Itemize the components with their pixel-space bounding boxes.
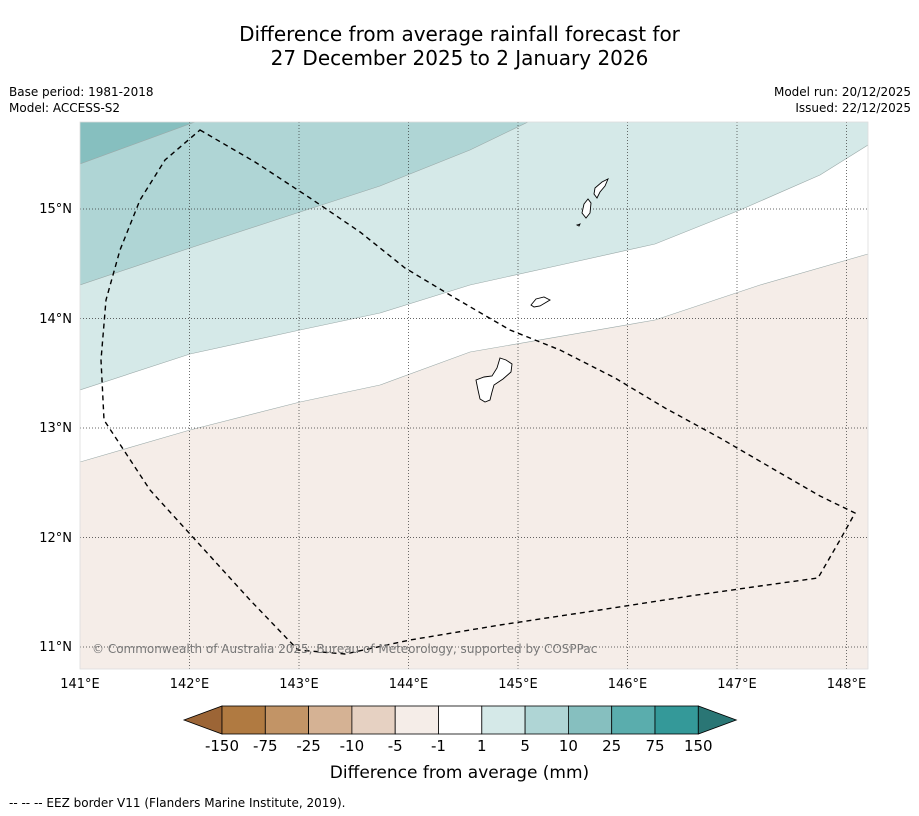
colorbar-tick-11: 150 [684, 737, 713, 755]
colorbar-swatches [182, 705, 738, 735]
meta-left: Base period: 1981-2018 Model: ACCESS-S2 [9, 84, 154, 116]
tinian-island [581, 198, 592, 219]
colorbar-swatch-7 [481, 705, 526, 735]
colorbar-tick-0: -150 [205, 737, 239, 755]
lat-label-15: 15°N [39, 202, 72, 217]
lon-tick-labels: 141°E 142°E 143°E 144°E 145°E 146°E 147°… [60, 677, 866, 692]
colorbar-tick-10: 75 [645, 737, 664, 755]
colorbar-swatch-3 [308, 705, 353, 735]
lon-label-144: 144°E [389, 677, 429, 692]
lon-label-143: 143°E [279, 677, 319, 692]
lon-label-147: 147°E [717, 677, 757, 692]
copyright-text: © Commonwealth of Australia 2025, Bureau… [92, 642, 597, 656]
lon-label-148: 148°E [827, 677, 867, 692]
colorbar-swatch-1 [221, 705, 266, 735]
map-fill-layer [80, 122, 868, 669]
map-frame [79, 121, 869, 670]
colorbar-tick-8: 10 [559, 737, 578, 755]
rainfall-map: © Commonwealth of Australia 2025, Bureau… [39, 121, 869, 692]
colorbar-swatch-8 [524, 705, 569, 735]
eez-footnote: -- -- -- EEZ border V11 (Flanders Marine… [9, 796, 346, 810]
colorbar-tick-4: -5 [388, 737, 403, 755]
lon-label-141: 141°E [60, 677, 100, 692]
colorbar-swatch-4 [351, 705, 396, 735]
lat-label-14: 14°N [39, 312, 72, 327]
colorbar: -150 -75 -25 -10 -5 -1 1 5 10 25 75 150 Difference … [182, 705, 738, 783]
model-run-text: Model run: 20/12/2025 [773, 85, 911, 99]
colorbar-extend-high [697, 705, 738, 735]
colorbar-tick-2: -25 [296, 737, 321, 755]
colorbar-label: Difference from average (mm) [330, 763, 589, 783]
colorbar-tick-labels: -150 -75 -25 -10 -5 -1 1 5 10 25 75 150 [205, 737, 713, 755]
colorbar-tick-1: -75 [253, 737, 278, 755]
model-text: Model: ACCESS-S2 [9, 101, 121, 115]
graticule [80, 122, 868, 669]
colorbar-swatch-5 [394, 705, 439, 735]
lat-label-11: 11°N [39, 640, 72, 655]
aguijan-island [575, 223, 581, 227]
colorbar-tick-7: 5 [520, 737, 530, 755]
lon-label-145: 145°E [498, 677, 538, 692]
meta-right: Model run: 20/12/2025 Issued: 22/12/2025 [774, 84, 911, 116]
colorbar-tick-9: 25 [602, 737, 621, 755]
colorbar-swatch-11 [654, 705, 699, 735]
title-line-1: Difference from average rainfall forecas… [239, 22, 680, 46]
lat-tick-labels: 15°N 14°N 13°N 12°N 11°N [39, 202, 72, 655]
eez-border [100, 129, 856, 655]
colorbar-swatch-9 [568, 705, 613, 735]
colorbar-swatch-2 [264, 705, 309, 735]
guam-island [475, 357, 513, 403]
lon-label-146: 146°E [608, 677, 648, 692]
colorbar-tick-3: -10 [340, 737, 365, 755]
islands [475, 178, 609, 403]
contour-lines [80, 122, 868, 463]
rota-island [530, 296, 551, 308]
title-line-2: 27 December 2025 to 2 January 2026 [270, 46, 649, 70]
colorbar-swatch-10 [611, 705, 656, 735]
colorbar-extend-low [182, 705, 223, 735]
issued-text: Issued: 22/12/2025 [795, 101, 911, 115]
colorbar-swatch-6 [438, 705, 483, 735]
colorbar-tick-6: 1 [477, 737, 487, 755]
colorbar-tick-5: -1 [431, 737, 446, 755]
band-5-10 [80, 122, 528, 285]
lat-label-13: 13°N [39, 421, 72, 436]
lat-label-12: 12°N [39, 531, 72, 546]
saipan-island [593, 178, 609, 199]
lon-label-142: 142°E [170, 677, 210, 692]
base-period-text: Base period: 1981-2018 [9, 85, 154, 99]
map-title: Difference from average rainfall forecas… [0, 22, 919, 70]
